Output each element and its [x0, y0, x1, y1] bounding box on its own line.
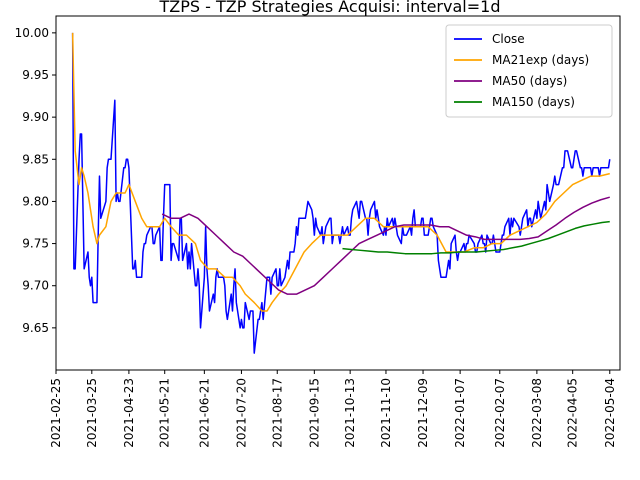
x-tick-label: 2022-03-08	[530, 378, 544, 448]
y-tick-label: 9.70	[22, 279, 49, 293]
y-tick-label: 9.90	[22, 110, 49, 124]
legend-label: MA150 (days)	[492, 95, 575, 109]
legend-box	[445, 24, 613, 118]
x-tick-label: 2022-04-05	[566, 378, 580, 448]
legend-label: MA50 (days)	[492, 74, 567, 88]
series-line-0	[71, 32, 611, 354]
x-tick-label: 2021-04-23	[122, 378, 136, 448]
series-line-3	[342, 220, 610, 255]
legend-label: Close	[492, 32, 525, 46]
plot-frame	[55, 15, 621, 371]
x-tick-label: 2021-08-17	[270, 378, 284, 448]
x-tick-label: 2021-09-15	[307, 378, 321, 448]
x-tick-label: 2021-11-10	[379, 378, 393, 448]
x-tick-label: 2021-02-25	[49, 378, 63, 448]
x-axis: 2021-02-25 2021-03-25 2021-04-23 2021-05-21…	[49, 370, 617, 448]
y-tick-label: 9.75	[22, 237, 49, 251]
legend-label: MA21exp (days)	[492, 53, 589, 67]
x-tick-label: 2021-05-21	[158, 378, 172, 448]
x-tick-label: 2021-07-20	[234, 378, 248, 448]
x-tick-label: 2022-05-04	[603, 378, 617, 448]
series-line-1	[71, 32, 610, 312]
y-axis: 9.65 9.70 9.75 9.80 9.85 9.90 9.95 10.00	[15, 26, 56, 335]
series-line-2	[161, 196, 610, 295]
legend: Close MA21exp (days) MA50 (days) MA150 (day…	[445, 24, 613, 118]
x-tick-label: 2021-06-21	[197, 378, 211, 448]
x-tick-label: 2021-10-13	[343, 378, 357, 448]
y-tick-label: 9.65	[22, 321, 49, 335]
y-tick-label: 10.00	[15, 26, 49, 40]
y-tick-label: 9.95	[22, 68, 49, 82]
y-tick-label: 9.80	[22, 194, 49, 208]
x-tick-label: 2022-01-07	[453, 378, 467, 448]
x-tick-label: 2021-03-25	[85, 378, 99, 448]
y-tick-label: 9.85	[22, 152, 49, 166]
chart-title: TZPS - TZP Strategies Acquisi: interval=…	[159, 0, 501, 16]
x-tick-label: 2021-12-09	[416, 378, 430, 448]
plot-lines	[71, 32, 611, 354]
x-tick-label: 2022-02-07	[493, 378, 507, 448]
